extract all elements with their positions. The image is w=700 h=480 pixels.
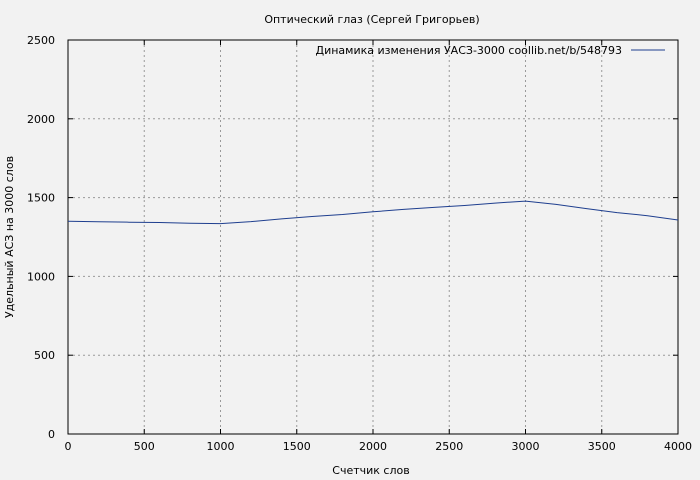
y-tick-label: 500 [34,349,55,362]
x-tick-label: 1500 [283,440,311,453]
grid [68,40,678,434]
x-tick-label: 2500 [435,440,463,453]
chart-title: Оптический глаз (Сергей Григорьев) [264,13,479,26]
y-axis-label: Удельный АСЗ на 3000 слов [3,156,16,318]
x-axis-label: Счетчик слов [332,464,409,477]
y-tick-label: 2500 [27,34,55,47]
series-line [67,200,679,225]
x-tick-label: 3000 [512,440,540,453]
legend-entry-label: Динамика изменения УАСЗ-3000 coollib.net… [316,44,623,57]
axis-ticks: 0 500 1000 1500 2000 2500 3000 3500 4000 0 500 1000… [27,34,692,453]
x-tick-label: 1000 [207,440,235,453]
y-tick-label: 1000 [27,270,55,283]
x-tick-label: 0 [65,440,72,453]
x-tick-label: 500 [134,440,155,453]
y-tick-label: 2000 [27,113,55,126]
x-tick-label: 4000 [664,440,692,453]
y-tick-label: 1500 [27,192,55,205]
series-layer [67,200,679,225]
legend: Динамика изменения УАСЗ-3000 coollib.net… [316,44,665,57]
x-tick-label: 3500 [588,440,616,453]
x-tick-label: 2000 [359,440,387,453]
y-tick-label: 0 [48,428,55,441]
